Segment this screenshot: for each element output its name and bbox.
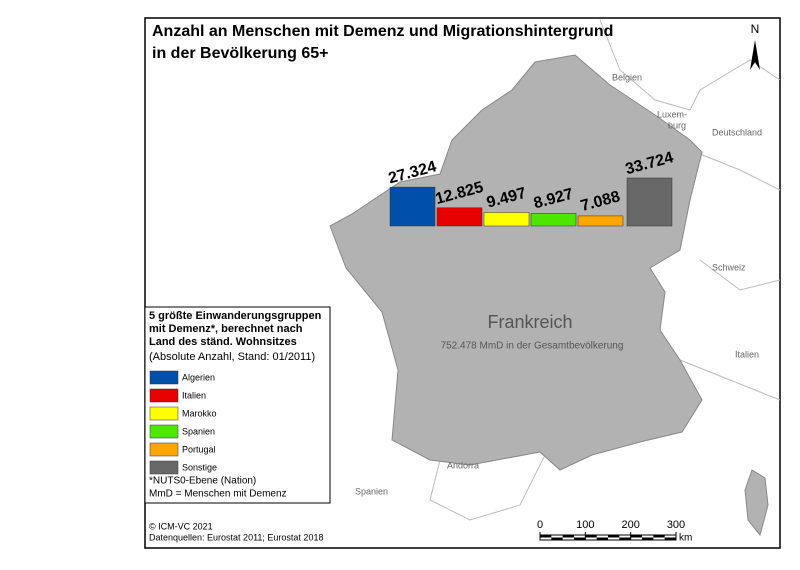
bar: [389, 186, 436, 227]
borders: [429, 19, 781, 521]
bar: [436, 207, 483, 227]
legend-label: Marokko: [182, 408, 217, 418]
bar: [530, 213, 577, 227]
north-label: N: [751, 22, 760, 36]
credit: © ICM-VC 2021: [149, 521, 213, 531]
scale-segment: [653, 535, 665, 538]
scale-segment: [642, 537, 654, 540]
title: Anzahl an Menschen mit Demenz und Migrat…: [152, 23, 613, 40]
legend-swatch: [149, 460, 179, 475]
legend-title: mit Demenz*, berechnet nach: [149, 323, 303, 335]
bar: [577, 215, 624, 227]
scale-tick-label: 200: [621, 519, 639, 531]
legend-label: Italien: [182, 390, 206, 400]
map-label: Deutschland: [712, 127, 762, 137]
legend-title: Land des ständ. Wohnsitzes: [149, 336, 297, 348]
north-arrow: [750, 40, 760, 70]
map-label: Schweiz: [712, 262, 746, 272]
scale-tick-label: 300: [667, 519, 685, 531]
country-label: Frankreich: [487, 312, 572, 332]
scale-tick-label: 100: [576, 519, 594, 531]
scale-segment: [664, 537, 676, 540]
scale-segment: [540, 535, 552, 538]
map-label: burg: [668, 120, 686, 130]
title: in der Bevölkerung 65+: [152, 45, 329, 62]
legend-swatch: [149, 406, 179, 421]
legend-swatch: [149, 442, 179, 457]
scale-segment: [585, 535, 597, 538]
legend-note: MmD = Menschen mit Demenz: [149, 489, 287, 500]
legend-label: Portugal: [182, 444, 216, 454]
scale-segment: [562, 535, 574, 538]
legend-note: *NUTS0-Ebene (Nation): [149, 476, 256, 487]
scale-segment: [574, 537, 586, 540]
legend-label: Sonstige: [182, 462, 217, 472]
scale-segment: [619, 537, 631, 540]
map-label: Italien: [735, 349, 759, 359]
map-label: Spanien: [355, 486, 388, 496]
bar: [483, 212, 530, 227]
scale-segment: [596, 537, 608, 540]
scale-segment: [630, 535, 642, 538]
scale-segment: [608, 535, 620, 538]
scale-segment: [551, 537, 563, 540]
legend-swatch: [149, 424, 179, 439]
legend-title: 5 größte Einwanderungsgruppen: [149, 310, 322, 322]
total-label: 752.478 MmD in der Gesamtbevölkerung: [441, 341, 624, 352]
legend-label: Algerien: [182, 372, 215, 382]
map-label: Andorra: [447, 460, 479, 470]
map-label: Belgien: [612, 72, 642, 82]
legend-swatch: [149, 370, 179, 385]
credit: Datenquellen: Eurostat 2011; Eurostat 20…: [149, 532, 323, 542]
corsica: [744, 469, 769, 537]
legend-label: Spanien: [182, 426, 215, 436]
legend-swatch: [149, 388, 179, 403]
scale-tick-label: 0: [537, 519, 543, 531]
legend-subtitle: (Absolute Anzahl, Stand: 01/2011): [149, 351, 315, 363]
bar: [626, 177, 673, 227]
scale-unit: km: [679, 533, 692, 544]
map-label: Luxem-: [657, 109, 687, 119]
